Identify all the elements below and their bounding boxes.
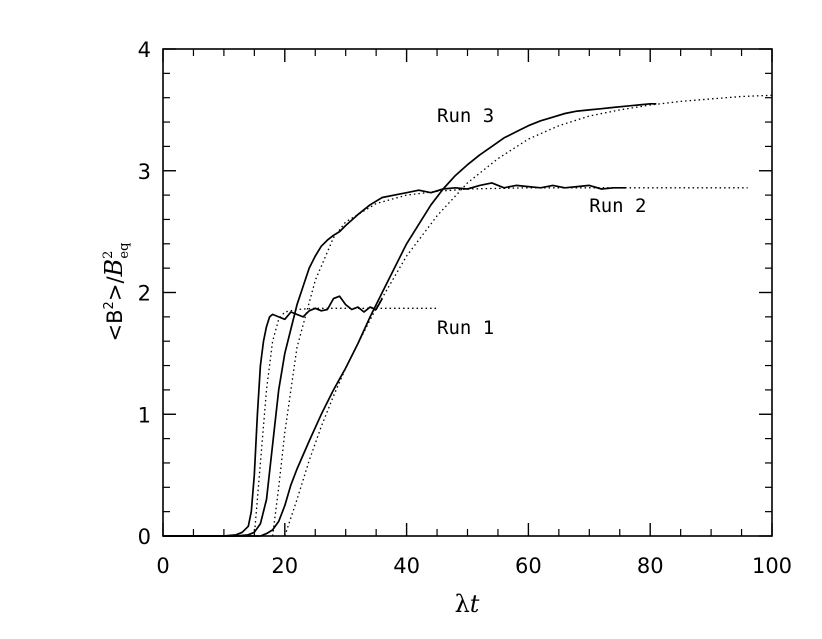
- x-axis-label-variable: t: [470, 590, 480, 618]
- y-axis-label-sup: 2: [102, 301, 117, 309]
- y-tick-label: 1: [138, 403, 151, 427]
- y-axis-label-var-sub: eq: [117, 243, 132, 259]
- x-tick-label: 80: [637, 554, 664, 578]
- y-axis-label: <B2>/B2eq: [100, 243, 132, 342]
- x-tick-label: 20: [271, 554, 298, 578]
- x-axis-label: λt: [455, 590, 480, 618]
- y-tick-label: 0: [138, 525, 151, 549]
- x-tick-label: 100: [752, 554, 792, 578]
- run-2-curve: [163, 182, 626, 537]
- run-1-curve: [163, 295, 383, 537]
- y-axis-label-var-sup: 2: [101, 251, 116, 259]
- run-3-fit-dotted-curve: [284, 94, 773, 537]
- series-layer: [163, 94, 773, 537]
- run-1-fit-dotted-curve: [253, 307, 438, 537]
- annotation-layer: Run 1 Run 2 Run 3: [437, 105, 646, 339]
- run-2-label: Run 2: [589, 195, 646, 217]
- y-axis-label-right: >/: [103, 276, 127, 302]
- tick-labels: 0 20 40 60 80 100 0 1 2 3 4: [138, 38, 792, 578]
- run-1-label: Run 1: [437, 317, 494, 339]
- x-tick-label: 40: [393, 554, 420, 578]
- x-tick-label: 0: [156, 554, 169, 578]
- y-tick-label: 3: [138, 160, 151, 184]
- y-tick-label: 4: [138, 38, 151, 62]
- run-3-label: Run 3: [437, 105, 494, 127]
- y-axis-label-var: B: [100, 259, 128, 278]
- x-tick-label: 60: [515, 554, 542, 578]
- run-3-curve: [163, 102, 657, 537]
- axis-ticks: [162, 48, 773, 537]
- y-axis-label-left: <B: [103, 309, 127, 341]
- run-2-fit-dotted-curve: [271, 187, 748, 537]
- y-tick-label: 2: [138, 282, 151, 306]
- x-axis-label-symbol: λ: [455, 590, 470, 618]
